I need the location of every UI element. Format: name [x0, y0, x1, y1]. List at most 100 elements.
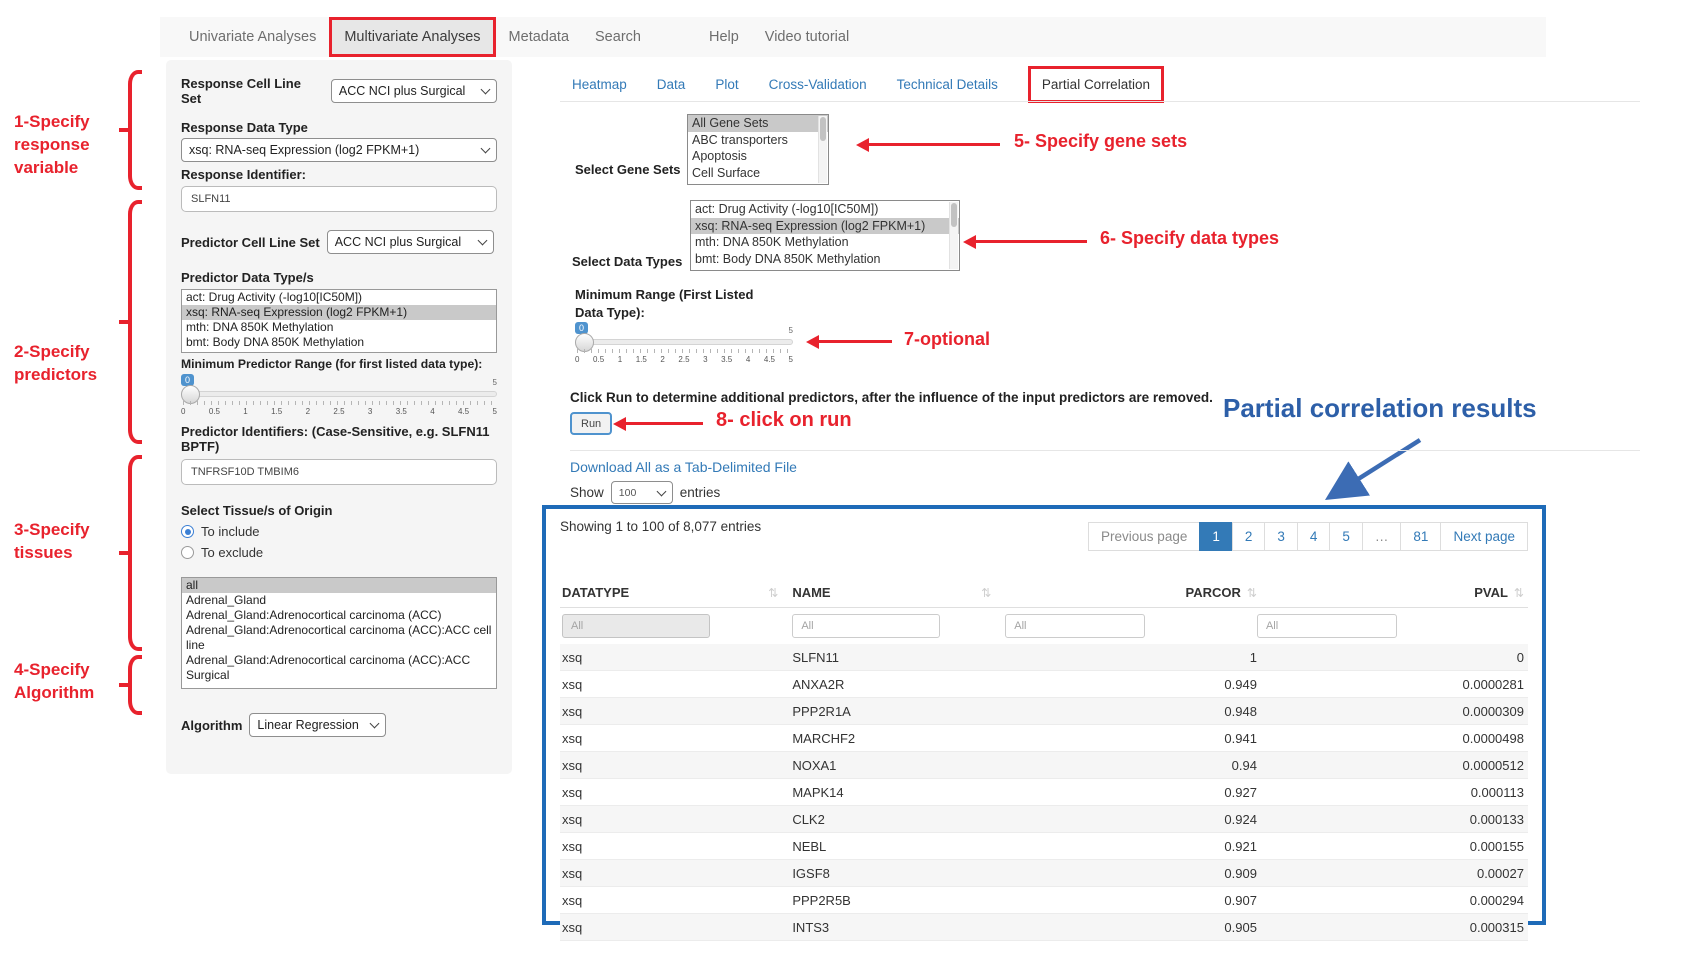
chevron-down-icon [656, 486, 667, 496]
cell-pval: 0.000113 [1470, 784, 1524, 800]
list-item[interactable]: bmt: Body DNA 850K Methylation [186, 335, 365, 349]
scrollbar[interactable] [818, 116, 827, 183]
tick-label: 4 [430, 407, 435, 416]
annotation-arrow-gene-sets [856, 137, 1000, 152]
column-header-parcor[interactable]: PARCOR ⇅ [1005, 585, 1257, 600]
page-button-5[interactable]: 5 [1329, 522, 1363, 551]
nav-help[interactable]: Help [708, 29, 739, 45]
page-length-select[interactable]: 100 [610, 481, 673, 504]
slider-value-badge: 0 [575, 322, 589, 334]
tab-cross-validation[interactable]: Cross-Validation [768, 77, 867, 92]
page-ellipsis: … [1361, 522, 1402, 551]
page-button-81[interactable]: 81 [1400, 522, 1442, 551]
tab-partial-correlation[interactable]: Partial Correlation [1027, 66, 1164, 103]
column-header-name[interactable]: NAME ⇅ [792, 585, 1005, 600]
list-item[interactable]: All Gene Sets [688, 115, 828, 132]
list-item[interactable]: xsq: RNA-seq Expression (log2 FPKM+1) [182, 305, 496, 320]
list-item[interactable]: Adrenal_Gland [186, 593, 267, 607]
cell-parcor: 0.948 [1224, 703, 1257, 719]
sort-icon[interactable]: ⇅ [1246, 586, 1257, 600]
tick-label: 4.5 [458, 407, 470, 416]
tick-label: 1 [617, 355, 623, 364]
tab-heatmap[interactable]: Heatmap [572, 77, 627, 92]
list-item[interactable]: mth: DNA 850K Methylation [186, 320, 334, 334]
min-range-slider[interactable]: 0 5 0 0.5 1 1.5 2 2.5 3 3.5 4 4.5 5 [575, 322, 793, 366]
min-range-label-line1: Minimum Range (First Listed [575, 287, 754, 302]
cell-name: ANXA2R [792, 676, 845, 692]
list-item[interactable]: Apoptosis [692, 149, 747, 163]
filter-parcor-input[interactable] [1005, 614, 1146, 638]
annotation-step3: 3-Specify tissues [14, 518, 90, 564]
cell-parcor: 0.927 [1224, 784, 1257, 800]
predictor-cell-line-select[interactable]: ACC NCI plus Surgical [326, 230, 494, 254]
tick-label: 3 [367, 407, 373, 416]
predictor-identifiers-label: Predictor Identifiers: (Case-Sensitive, … [181, 424, 490, 454]
scrollbar-thumb[interactable] [820, 117, 826, 141]
slider-track[interactable] [181, 385, 497, 404]
show-label: Show [570, 485, 604, 500]
column-header-pval[interactable]: PVAL ⇅ [1257, 585, 1528, 600]
list-item[interactable]: Adrenal_Gland:Adrenocortical carcinoma (… [186, 623, 492, 652]
cell-name: SLFN11 [792, 649, 840, 665]
run-button[interactable]: Run [570, 412, 613, 435]
tab-plot[interactable]: Plot [715, 77, 739, 92]
list-item[interactable]: mth: DNA 850K Methylation [695, 235, 849, 249]
nav-search[interactable]: Search [595, 29, 641, 45]
page-button-3[interactable]: 3 [1264, 522, 1298, 551]
scrollbar[interactable] [949, 202, 958, 269]
cell-name: INTS3 [792, 919, 830, 935]
annotation-step2-line2: predictors [14, 365, 98, 384]
list-item[interactable]: all [182, 578, 496, 593]
nav-univariate-analyses[interactable]: Univariate Analyses [189, 29, 317, 45]
response-identifier-input[interactable] [181, 186, 497, 212]
next-page-button[interactable]: Next page [1440, 522, 1528, 551]
previous-page-button[interactable]: Previous page [1088, 522, 1201, 551]
list-item[interactable]: act: Drug Activity (-log10[IC50M]) [695, 202, 879, 216]
filter-datatype-input[interactable] [562, 614, 710, 638]
sort-icon[interactable]: ⇅ [1513, 586, 1524, 600]
tick-label: 2.5 [333, 407, 345, 416]
filter-name-input[interactable] [792, 614, 941, 638]
slider-tick-labels: 0 0.5 1 1.5 2 2.5 3 3.5 4 4.5 5 [181, 407, 497, 416]
download-all-link[interactable]: Download All as a Tab-Delimited File [570, 459, 797, 475]
list-item[interactable]: Cell Surface [692, 165, 761, 180]
nav-metadata[interactable]: Metadata [508, 29, 570, 45]
nav-multivariate-analyses[interactable]: Multivariate Analyses [329, 17, 496, 57]
annotation-step4-line1: 4-Specify [14, 660, 90, 679]
slider-track[interactable] [575, 333, 793, 352]
results-title: Partial correlation results [1223, 393, 1537, 423]
column-header-datatype[interactable]: DATATYPE ⇅ [560, 585, 792, 600]
cell-name: IGSF8 [792, 865, 830, 881]
cell-parcor: 0.909 [1224, 865, 1257, 881]
tissue-exclude-radio[interactable]: To exclude [181, 545, 497, 560]
tabs-divider [560, 101, 1640, 102]
annotation-arrow-data-types [963, 234, 1087, 249]
top-nav: Univariate Analyses Multivariate Analyse… [160, 17, 1546, 57]
annotation-step7: 7-optional [904, 329, 990, 349]
cell-pval: 0.0000512 [1462, 757, 1524, 773]
list-item[interactable]: Adrenal_Gland:Adrenocortical carcinoma (… [186, 653, 471, 682]
nav-video-tutorial[interactable]: Video tutorial [764, 29, 850, 45]
tab-data[interactable]: Data [656, 77, 686, 92]
response-data-type-select[interactable]: xsq: RNA-seq Expression (log2 FPKM+1) [181, 138, 497, 162]
list-item[interactable]: bmt: Body DNA 850K Methylation [695, 251, 881, 266]
scrollbar-thumb[interactable] [951, 203, 957, 227]
tick-label: 3 [703, 355, 708, 364]
sort-icon[interactable]: ⇅ [981, 585, 992, 600]
page-button-4[interactable]: 4 [1296, 522, 1331, 551]
algorithm-select[interactable]: Linear Regression [249, 713, 387, 737]
cell-datatype: xsq [562, 784, 583, 800]
min-predictor-range-slider[interactable]: 0 5 0 0.5 1 1.5 2 2.5 3 3.5 4 4.5 5 [181, 374, 497, 418]
tissue-include-radio[interactable]: To include [181, 524, 497, 539]
sort-icon[interactable]: ⇅ [768, 585, 779, 600]
list-item[interactable]: ABC transporters [692, 132, 788, 147]
predictor-identifiers-input[interactable] [181, 459, 497, 485]
response-cell-line-select[interactable]: ACC NCI plus Surgical [330, 79, 497, 103]
list-item[interactable]: xsq: RNA-seq Expression (log2 FPKM+1) [691, 217, 959, 234]
filter-pval-input[interactable] [1256, 614, 1397, 638]
page-button-1[interactable]: 1 [1199, 522, 1233, 551]
list-item[interactable]: act: Drug Activity (-log10[IC50M]) [186, 290, 363, 304]
tab-technical-details[interactable]: Technical Details [896, 77, 998, 92]
page-button-2[interactable]: 2 [1231, 522, 1266, 551]
list-item[interactable]: Adrenal_Gland:Adrenocortical carcinoma (… [186, 608, 442, 622]
